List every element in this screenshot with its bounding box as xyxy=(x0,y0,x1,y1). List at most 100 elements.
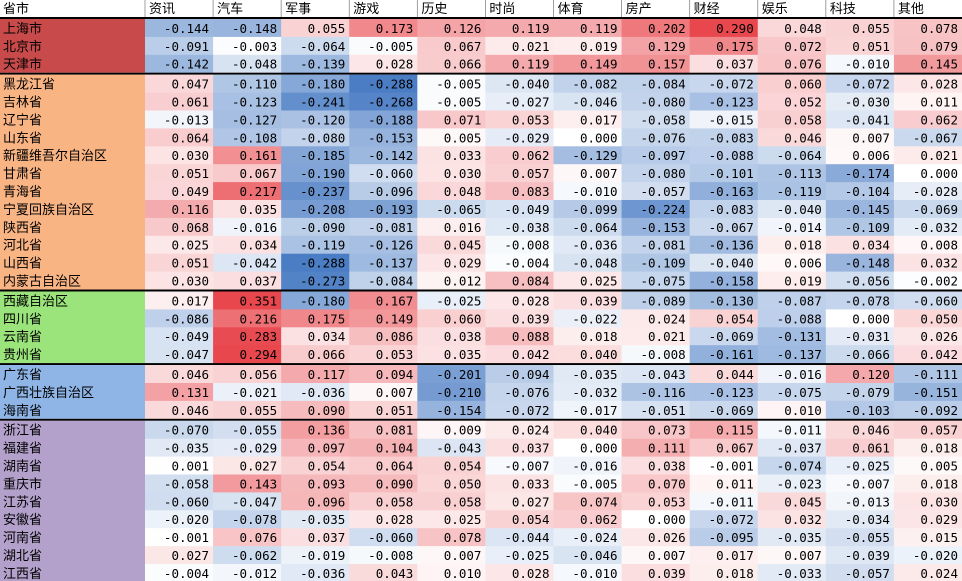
heatmap-cell xyxy=(825,365,895,384)
cell-value: 0.060 xyxy=(444,311,482,326)
heatmap-cell xyxy=(349,327,418,346)
heatmap-cell xyxy=(485,365,554,384)
heatmap-cell xyxy=(417,546,486,565)
cell-value: -0.139 xyxy=(300,57,345,72)
cell-value: -0.047 xyxy=(232,494,277,509)
cell-value: 0.149 xyxy=(580,57,618,72)
heatmap-cell xyxy=(281,182,350,201)
cell-value: 0.011 xyxy=(716,476,754,491)
heatmap-cell xyxy=(349,146,418,165)
cell-value: 0.048 xyxy=(444,184,482,199)
cell-value: -0.273 xyxy=(300,274,345,289)
cell-value: -0.099 xyxy=(572,202,617,217)
heatmap-cell xyxy=(689,235,759,255)
cell-value: -0.030 xyxy=(845,95,890,110)
heatmap-cell xyxy=(417,365,486,384)
cell-value: -0.038 xyxy=(504,220,549,235)
cell-value: 0.136 xyxy=(308,423,346,438)
heatmap-cell xyxy=(553,19,623,38)
heatmap-cell xyxy=(213,400,282,420)
cell-value: 0.037 xyxy=(512,441,550,456)
province-label: 陕西省 xyxy=(3,221,42,236)
cell-value: -0.074 xyxy=(777,459,822,474)
heatmap-cell xyxy=(825,110,895,129)
cell-value: -0.110 xyxy=(232,77,277,92)
cell-value: 0.076 xyxy=(240,530,278,545)
cell-value: -0.019 xyxy=(300,548,345,563)
cell-value: -0.120 xyxy=(300,112,345,127)
heatmap-cell xyxy=(485,235,554,255)
heatmap-cell xyxy=(621,92,691,111)
heatmap-cell xyxy=(689,327,759,346)
heatmap-cell xyxy=(825,345,895,364)
heatmap-cell xyxy=(349,291,418,310)
heatmap-cell xyxy=(757,546,827,565)
cell-value: -0.190 xyxy=(300,166,345,181)
heatmap-cell xyxy=(757,74,827,94)
heatmap-cell xyxy=(213,420,282,440)
heatmap-cell xyxy=(213,383,282,402)
cell-value: -0.119 xyxy=(300,238,345,253)
heatmap-cell xyxy=(553,564,623,581)
heatmap-cell xyxy=(553,110,623,129)
heatmap-cell xyxy=(689,128,759,147)
column-header-1: 汽车 xyxy=(217,1,243,17)
cell-value: 0.070 xyxy=(648,476,686,491)
heatmap-cell xyxy=(621,510,691,529)
heatmap-cell xyxy=(417,182,486,201)
cell-value: 0.001 xyxy=(171,459,209,474)
province-label: 辽宁省 xyxy=(3,112,42,128)
heatmap-cell xyxy=(757,528,827,547)
heatmap-cell xyxy=(417,54,486,74)
cell-value: -0.113 xyxy=(777,166,822,181)
heatmap-cell xyxy=(621,19,691,38)
column-header-6: 体育 xyxy=(558,1,584,17)
heatmap-cell xyxy=(621,182,691,201)
heatmap-cell xyxy=(349,492,418,511)
heatmap-cell xyxy=(145,492,214,511)
heatmap-cell xyxy=(349,564,418,581)
column-header-9: 娱乐 xyxy=(762,2,788,17)
heatmap-cell xyxy=(621,383,691,402)
group-separator xyxy=(0,418,962,421)
heatmap-cell xyxy=(825,492,895,511)
cell-value: 0.000 xyxy=(580,130,618,145)
heatmap-cell xyxy=(485,164,554,183)
cell-value: 0.072 xyxy=(784,39,822,54)
heatmap-cell xyxy=(417,92,486,111)
heatmap-cell xyxy=(757,36,827,56)
province-label: 广东省 xyxy=(3,368,42,383)
cell-value: -0.008 xyxy=(504,238,549,253)
cell-value: 0.038 xyxy=(444,329,482,344)
heatmap-cell xyxy=(689,564,759,581)
cell-value: 0.025 xyxy=(580,274,618,289)
cell-value: -0.023 xyxy=(777,476,822,491)
heatmap-cell xyxy=(213,19,282,38)
cell-value: -0.137 xyxy=(777,347,822,362)
heatmap-cell xyxy=(621,74,691,94)
heatmap-cell xyxy=(417,456,486,475)
province-label: 贵州省 xyxy=(3,348,42,363)
cell-value: 0.067 xyxy=(716,441,754,456)
cell-value: -0.040 xyxy=(504,77,549,92)
heatmap-cell xyxy=(757,92,827,111)
corner-label: 省市 xyxy=(3,1,29,17)
cell-value: -0.020 xyxy=(164,512,209,527)
heatmap-cell xyxy=(281,19,350,38)
heatmap-cell xyxy=(893,365,962,384)
heatmap-cell xyxy=(757,438,827,458)
heatmap-cell xyxy=(757,253,827,273)
cell-value: -0.013 xyxy=(845,494,890,509)
cell-value: 0.046 xyxy=(852,423,890,438)
cell-value: -0.048 xyxy=(232,57,277,72)
heatmap-cell xyxy=(417,564,486,581)
cell-value: 0.055 xyxy=(852,21,890,36)
cell-value: 0.054 xyxy=(716,311,754,326)
heatmap-cell xyxy=(417,19,486,38)
heatmap-cell xyxy=(417,474,486,493)
column-header-4: 历史 xyxy=(421,2,447,17)
cell-value: -0.154 xyxy=(436,403,481,418)
cell-value: -0.060 xyxy=(368,166,413,181)
cell-value: -0.091 xyxy=(164,39,209,54)
heatmap-cell xyxy=(553,309,623,328)
